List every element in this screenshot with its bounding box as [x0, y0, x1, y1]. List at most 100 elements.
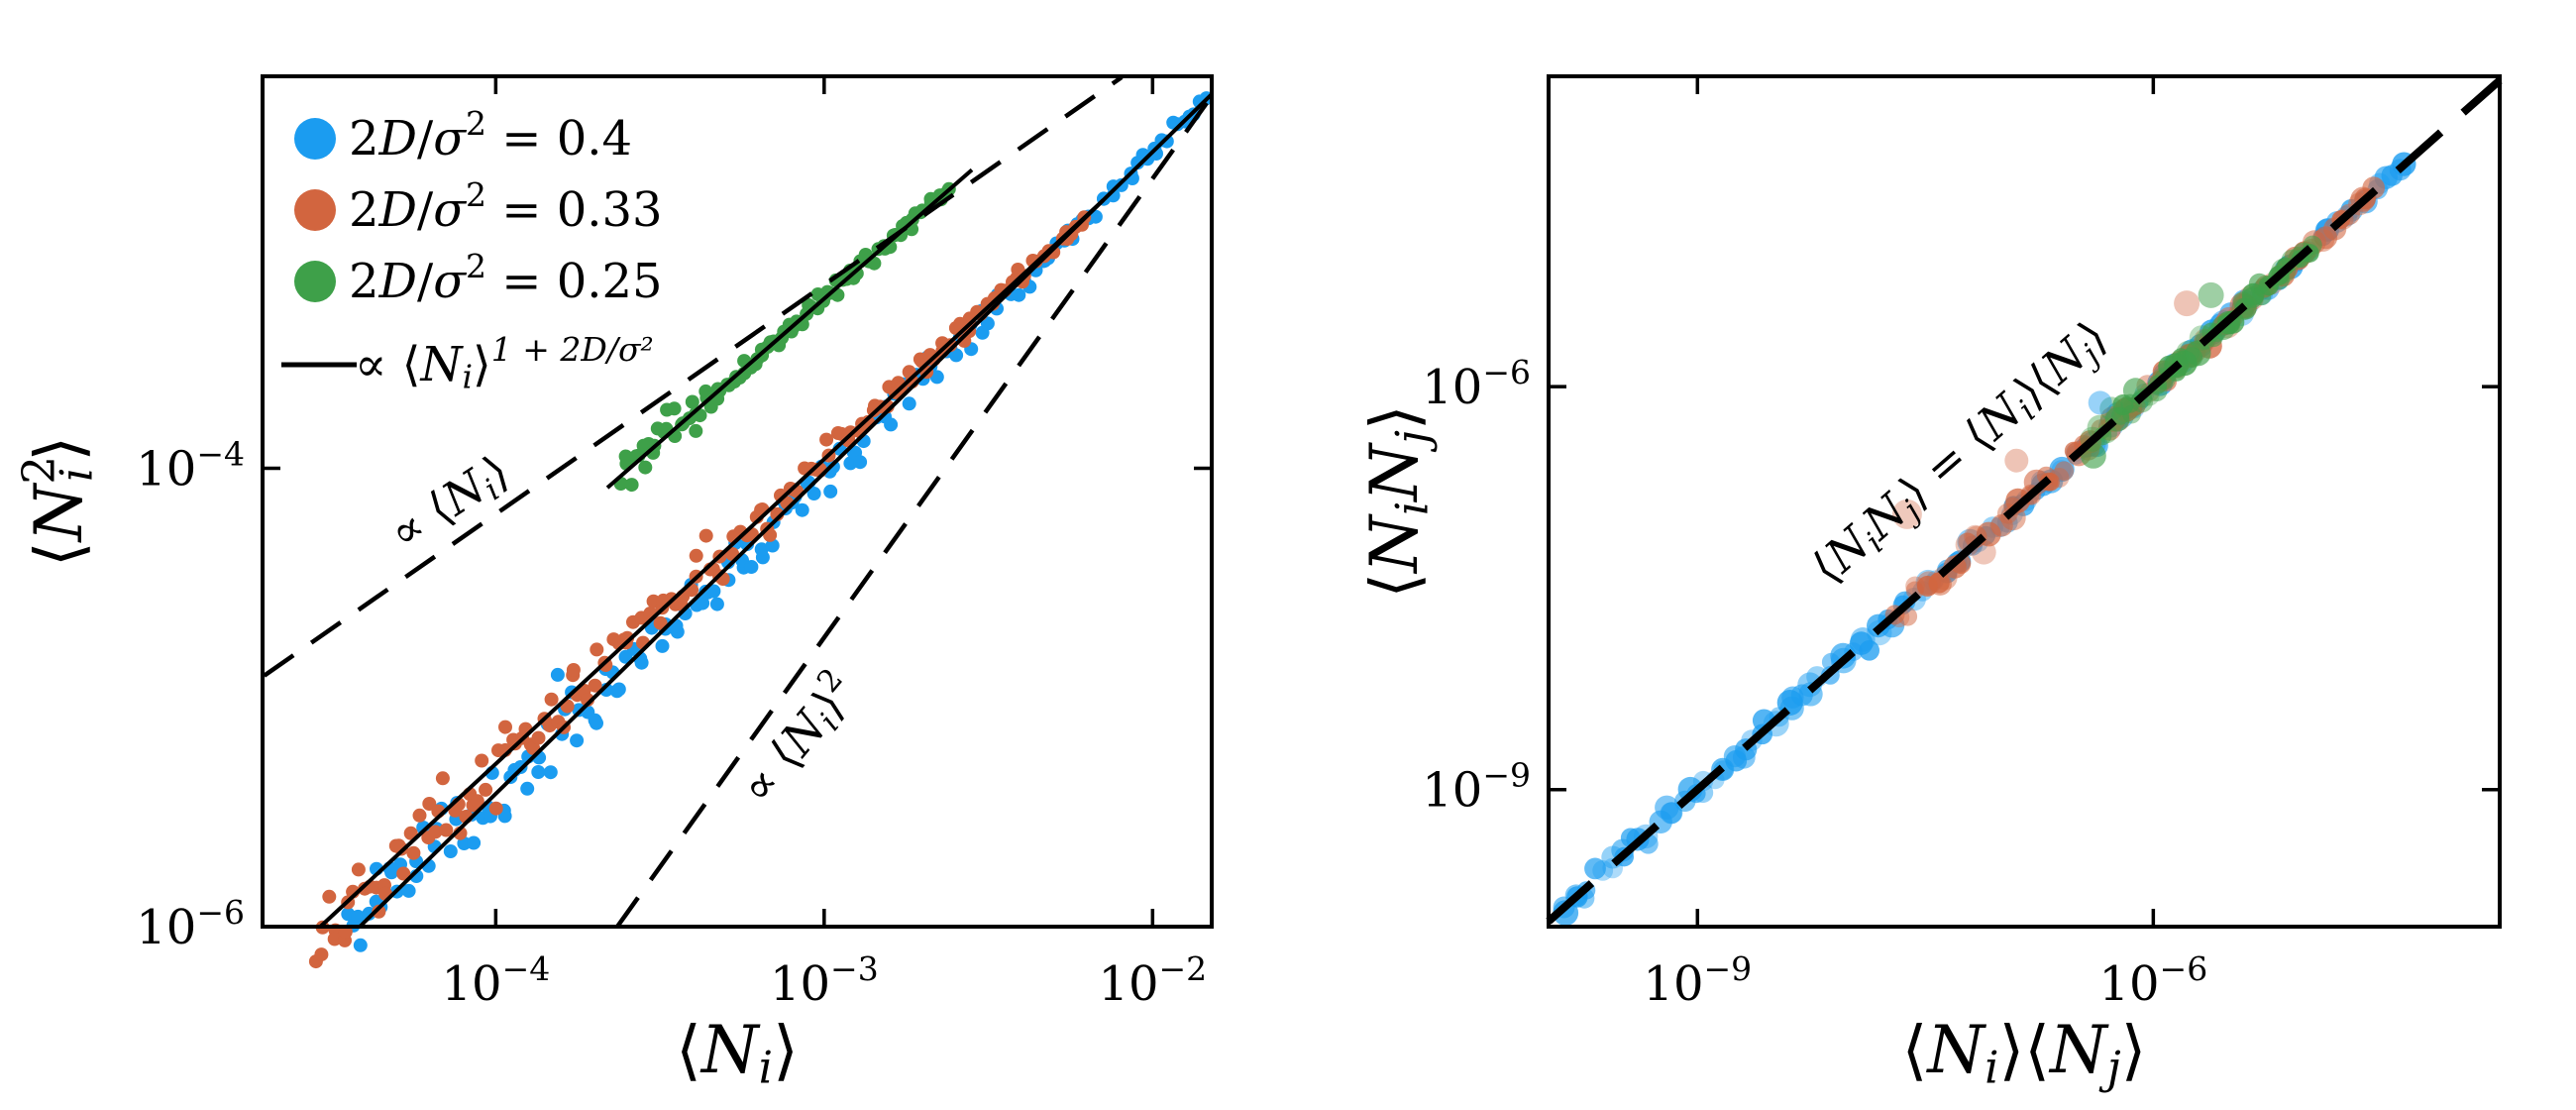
data-point	[2122, 404, 2141, 424]
prop-square-label: ∝ ⟨Ni⟩2	[726, 662, 870, 817]
data-point	[823, 484, 838, 499]
prop-linear	[263, 75, 1124, 678]
data-point	[1592, 860, 1614, 881]
legend-label: 2D/σ2 = 0.25	[349, 247, 663, 309]
data-point	[520, 781, 535, 796]
x-axis-label: ⟨Ni⟩⟨Nj⟩	[1902, 1012, 2147, 1094]
fit-orange	[318, 198, 1105, 929]
data-point	[949, 348, 964, 363]
data-point	[1928, 572, 1952, 596]
data-point	[765, 538, 780, 553]
data-point	[744, 560, 759, 574]
data-point	[754, 542, 769, 557]
legend: 2D/σ2 = 0.4 2D/σ2 = 0.33 2D/σ2 = 0.25 ∝ ⟨Ni…	[281, 104, 663, 396]
outlier-point	[2198, 281, 2224, 308]
data-point	[2054, 461, 2075, 482]
right-plot: 10−9 10−610−910−6⟨Ni⟩⟨Nj⟩⟨NiNj⟩⟨NiNj⟩ = ⟨…	[1356, 74, 2503, 1094]
data-point	[884, 417, 899, 432]
data-point	[1584, 857, 1606, 880]
data-point	[406, 845, 421, 860]
y-tick-label: 10−4	[136, 434, 245, 497]
data-point	[1159, 134, 1174, 149]
outlier-point	[2004, 448, 2029, 473]
data-point	[902, 396, 916, 411]
y-tick-label: 10−6	[1422, 353, 1531, 415]
data-point	[706, 584, 721, 599]
data-point	[1012, 287, 1026, 302]
data-point	[566, 663, 581, 677]
x-tick-label: 10−3	[770, 949, 879, 1012]
legend-label: 2D/σ2 = 0.4	[349, 104, 632, 166]
data-point	[396, 866, 411, 881]
data-point	[1990, 513, 2013, 537]
data-point	[655, 638, 670, 653]
data-point	[351, 909, 366, 924]
fit-green	[605, 167, 974, 490]
legend-marker-green	[294, 261, 336, 302]
data-point	[467, 835, 482, 850]
data-point	[819, 432, 834, 447]
data-point	[498, 720, 512, 734]
data-point	[443, 844, 458, 858]
data-point	[929, 370, 944, 385]
left-plot: 10−4 10−3 10−2 10−6 10−4 ⟨Ni⟩ ⟨N2i⟩ ∝ ⟨Ni⟩ ∝ ⟨Ni…	[12, 74, 1214, 1094]
data-point	[401, 883, 416, 898]
data-point	[531, 730, 546, 745]
data-point	[327, 932, 342, 946]
prop-linear-label: ∝ ⟨Ni⟩	[379, 444, 520, 564]
data-point	[353, 938, 368, 952]
data-point	[550, 667, 565, 682]
data-point	[590, 716, 603, 730]
data-point	[475, 753, 489, 768]
data-point	[806, 487, 821, 500]
data-point	[488, 801, 503, 816]
data-point	[412, 808, 427, 823]
data-point	[696, 596, 710, 610]
x-tick-label: 10−9	[1643, 949, 1752, 1012]
y-axis-label: ⟨N2i⟩	[12, 436, 102, 567]
data-point	[1553, 900, 1579, 926]
data-point	[653, 615, 668, 630]
data-point	[479, 782, 493, 797]
plot-box	[1547, 74, 2502, 929]
outlier-point	[2088, 390, 2112, 415]
data-point	[2185, 340, 2211, 367]
data-point	[439, 823, 454, 837]
identity-line	[1546, 77, 2503, 925]
x-tick-label: 10−4	[441, 949, 550, 1012]
data-point	[372, 904, 386, 919]
outlier-point	[1891, 499, 1922, 529]
legend-marker-orange	[294, 189, 336, 231]
data-point	[428, 825, 443, 839]
data-point	[435, 771, 450, 786]
data-point	[795, 502, 809, 517]
data-point	[531, 765, 546, 779]
data-point	[351, 862, 366, 877]
data-point	[322, 889, 337, 904]
data-point	[599, 683, 613, 697]
data-point	[543, 765, 558, 780]
data-point	[698, 528, 713, 543]
data-point	[1859, 640, 1879, 661]
data-point	[849, 266, 864, 280]
data-point	[667, 401, 682, 416]
data-point	[685, 394, 699, 409]
data-point	[611, 682, 626, 697]
y-axis-label: ⟨NiNj⟩	[1356, 404, 1439, 598]
data-point	[544, 692, 559, 707]
data-point	[590, 642, 604, 657]
x-axis-label: ⟨Ni⟩	[676, 1012, 799, 1094]
data-point	[638, 460, 653, 475]
data-point	[620, 630, 635, 645]
outlier-point	[2174, 290, 2200, 317]
data-point	[689, 548, 703, 563]
ticks	[263, 76, 1212, 929]
data-point	[853, 455, 868, 470]
data-point	[570, 733, 585, 748]
legend-label: 2D/σ2 = 0.33	[349, 175, 663, 238]
data-point	[470, 794, 484, 809]
plot-box	[261, 74, 1214, 929]
y-tick-label: 10−6	[136, 893, 245, 955]
data-point	[689, 423, 703, 438]
